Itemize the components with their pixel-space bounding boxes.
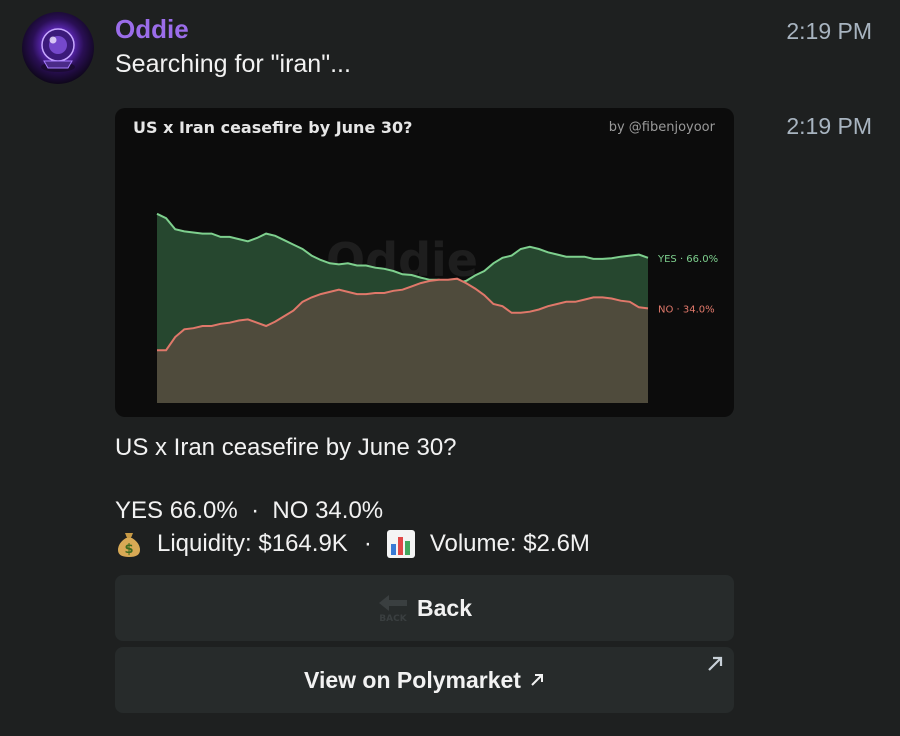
plot-area [156, 212, 649, 403]
external-link-icon [531, 674, 543, 686]
series-label-yes: YES · 66.0% [657, 254, 718, 265]
svg-text:$: $ [124, 542, 133, 557]
bar-chart-icon [386, 530, 415, 558]
back-button[interactable]: BACK Back [115, 575, 734, 641]
series-labels: YES · 66.0% NO · 34.0% [657, 254, 718, 316]
external-link-corner-icon [708, 656, 723, 671]
crystal-ball-icon [41, 28, 75, 72]
sender-name[interactable]: Oddie [115, 14, 189, 44]
series-label-no: NO · 34.0% [658, 304, 715, 315]
chart-byline: by @fibenjoyoor [609, 120, 716, 135]
series-area-no [157, 278, 648, 403]
money-bag-icon: $ [118, 533, 140, 557]
message-timestamp: 2:19 PM [786, 18, 872, 44]
svg-text:BACK: BACK [379, 614, 407, 623]
price-history-chart: US x Iran ceasefire by June 30? by @fibe… [133, 118, 718, 403]
back-button-label: Back [417, 594, 472, 621]
series-line-yes [156, 212, 649, 285]
chart-title: US x Iran ceasefire by June 30? [133, 118, 412, 137]
view-on-polymarket-button[interactable]: View on Polymarket [115, 647, 734, 713]
series-line-no [157, 277, 649, 352]
message-text: Searching for "iran"... [115, 50, 351, 78]
odds-summary: YES 66.0% · NO 34.0% [115, 497, 384, 524]
market-question: US x Iran ceasefire by June 30? [115, 434, 457, 461]
separator-dot: · [363, 530, 372, 557]
polymarket-button-label: View on Polymarket [304, 666, 521, 693]
back-arrow-icon: BACK [379, 595, 408, 623]
message-timestamp: 2:19 PM [786, 113, 872, 139]
liquidity-text: Liquidity: $164.9K [157, 530, 348, 557]
volume-text: Volume: $2.6M [429, 530, 590, 557]
avatar[interactable] [22, 12, 94, 84]
market-stats: $ Liquidity: $164.9K · Volume: $2.6M [115, 529, 590, 559]
chart-image[interactable]: US x Iran ceasefire by June 30? by @fibe… [115, 108, 734, 417]
